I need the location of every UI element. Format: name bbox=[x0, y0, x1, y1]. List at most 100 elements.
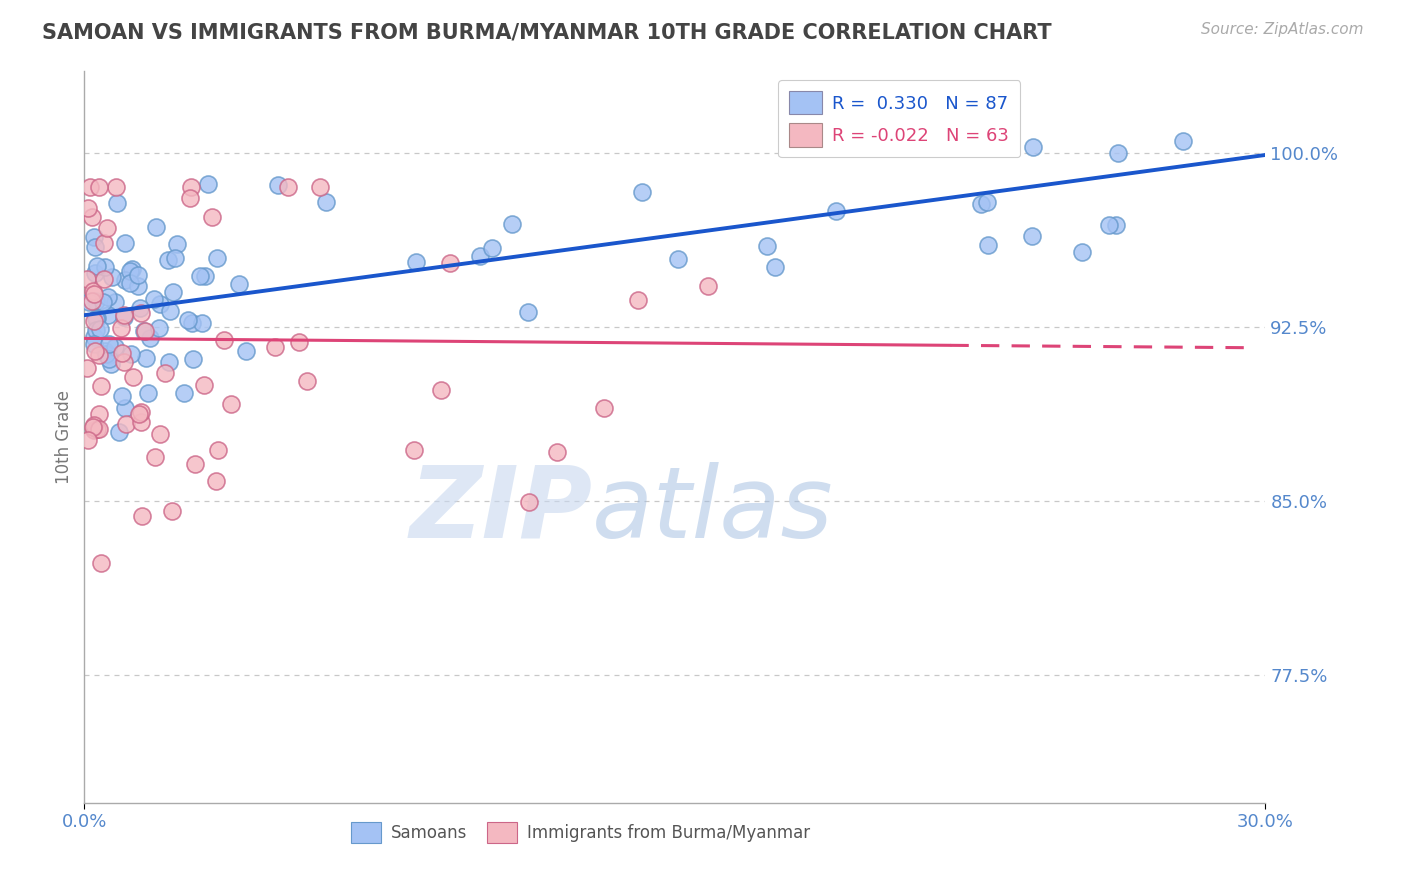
Point bbox=[112, 310, 135, 325]
Point bbox=[228, 277, 250, 291]
Point bbox=[135, 351, 157, 366]
Point bbox=[89, 322, 111, 336]
Point bbox=[83, 336, 105, 351]
Point bbox=[184, 458, 207, 472]
Point bbox=[93, 272, 115, 286]
Point bbox=[114, 355, 136, 369]
Point bbox=[129, 301, 152, 315]
Point bbox=[114, 235, 136, 250]
Point bbox=[90, 379, 112, 393]
Point bbox=[179, 192, 201, 206]
Point bbox=[111, 346, 134, 360]
Point bbox=[80, 293, 103, 308]
Text: atlas: atlas bbox=[592, 462, 834, 558]
Point bbox=[148, 321, 170, 335]
Point bbox=[1021, 229, 1043, 244]
Point bbox=[108, 425, 131, 440]
Point bbox=[89, 407, 111, 421]
Point bbox=[149, 426, 172, 441]
Point bbox=[83, 286, 105, 301]
Point bbox=[193, 378, 215, 392]
Point bbox=[94, 344, 117, 359]
Text: SAMOAN VS IMMIGRANTS FROM BURMA/MYANMAR 10TH GRADE CORRELATION CHART: SAMOAN VS IMMIGRANTS FROM BURMA/MYANMAR … bbox=[42, 22, 1052, 42]
Point bbox=[101, 269, 124, 284]
Point bbox=[180, 180, 202, 194]
Point bbox=[173, 386, 195, 401]
Point bbox=[205, 251, 228, 265]
Point bbox=[136, 386, 159, 401]
Point bbox=[77, 201, 100, 215]
Point bbox=[76, 272, 98, 286]
Point bbox=[118, 264, 141, 278]
Point bbox=[266, 178, 288, 192]
Point bbox=[631, 185, 654, 199]
Point bbox=[501, 217, 523, 231]
Legend: Samoans, Immigrants from Burma/Myanmar: Samoans, Immigrants from Burma/Myanmar bbox=[344, 815, 817, 849]
Point bbox=[235, 343, 257, 358]
Point bbox=[97, 290, 120, 304]
Point bbox=[288, 335, 311, 350]
Point bbox=[90, 556, 112, 570]
Point bbox=[976, 195, 998, 210]
Point bbox=[157, 354, 180, 368]
Point bbox=[84, 323, 107, 337]
Point bbox=[277, 180, 299, 194]
Point bbox=[112, 308, 135, 322]
Point bbox=[96, 221, 118, 235]
Point bbox=[1108, 145, 1130, 160]
Point bbox=[94, 347, 117, 361]
Point bbox=[214, 333, 236, 347]
Point bbox=[127, 268, 149, 283]
Point bbox=[264, 340, 287, 354]
Point bbox=[176, 313, 198, 327]
Point bbox=[114, 417, 136, 432]
Point bbox=[121, 262, 143, 277]
Point bbox=[122, 370, 145, 384]
Text: Source: ZipAtlas.com: Source: ZipAtlas.com bbox=[1201, 22, 1364, 37]
Point bbox=[83, 313, 105, 327]
Point bbox=[1022, 139, 1045, 153]
Point bbox=[156, 253, 179, 268]
Point bbox=[977, 237, 1000, 252]
Point bbox=[83, 418, 105, 433]
Point bbox=[114, 401, 136, 416]
Point bbox=[129, 306, 152, 320]
Point bbox=[201, 210, 224, 224]
Point bbox=[197, 178, 219, 192]
Point bbox=[1105, 218, 1128, 232]
Point bbox=[87, 180, 110, 194]
Point bbox=[207, 443, 229, 458]
Point bbox=[1171, 134, 1194, 148]
Point bbox=[97, 308, 120, 322]
Point bbox=[181, 316, 204, 330]
Point bbox=[134, 324, 156, 338]
Point bbox=[82, 420, 104, 434]
Point bbox=[697, 279, 720, 293]
Point bbox=[104, 295, 127, 310]
Point bbox=[86, 422, 108, 436]
Point bbox=[160, 504, 183, 518]
Point bbox=[82, 284, 104, 298]
Point bbox=[219, 397, 242, 411]
Point bbox=[824, 204, 846, 219]
Point bbox=[143, 450, 166, 464]
Point bbox=[120, 277, 142, 291]
Point bbox=[94, 260, 117, 274]
Point bbox=[315, 195, 337, 210]
Point bbox=[100, 357, 122, 371]
Point bbox=[104, 180, 127, 194]
Point bbox=[763, 260, 786, 274]
Point bbox=[84, 311, 107, 326]
Point bbox=[86, 259, 108, 273]
Point bbox=[592, 401, 614, 415]
Point bbox=[104, 340, 127, 354]
Point bbox=[295, 374, 318, 388]
Point bbox=[756, 239, 779, 253]
Point bbox=[83, 229, 105, 244]
Point bbox=[93, 235, 115, 250]
Point bbox=[79, 180, 101, 194]
Point bbox=[181, 351, 204, 366]
Point bbox=[969, 197, 991, 211]
Point bbox=[83, 423, 105, 437]
Point bbox=[83, 265, 105, 279]
